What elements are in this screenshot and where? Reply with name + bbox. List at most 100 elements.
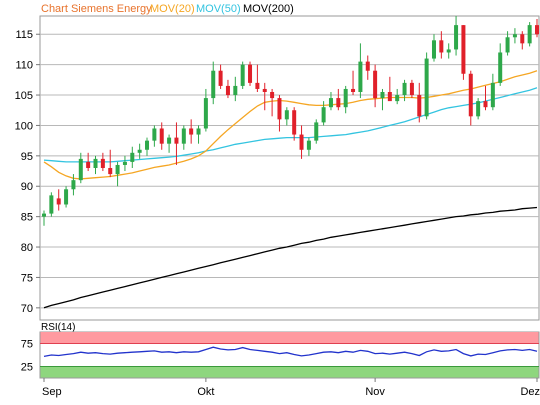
rsi-overbought-band: [40, 332, 539, 344]
rsi-tick-label-75: 75: [21, 339, 33, 351]
rsi-tick-label-25: 25: [21, 362, 33, 374]
candle-31: [270, 88, 275, 117]
legend-mov200: MOV(200): [243, 3, 294, 15]
candle-21: [196, 125, 201, 144]
candle-body: [351, 88, 356, 92]
candle-body: [476, 101, 481, 117]
candle-1: [49, 192, 54, 217]
rsi-line: [43, 346, 538, 358]
candle-body: [108, 168, 113, 175]
candle-body: [189, 128, 194, 135]
candle-body: [233, 85, 238, 96]
candle-16: [159, 122, 164, 150]
x-tick-label-sep: Sep: [42, 386, 62, 398]
candle-body: [255, 82, 260, 89]
candle-body: [152, 128, 157, 141]
rsi-panel: RSI(14) 25 75: [21, 322, 540, 379]
candle-body: [439, 40, 444, 53]
rsi-line-layer: [43, 346, 538, 358]
candle-body: [284, 110, 289, 120]
x-tick-label-okt: Okt: [197, 386, 214, 398]
candle-49: [402, 79, 407, 102]
candle-body: [424, 58, 429, 117]
candle-body: [461, 25, 466, 74]
candle-41: [343, 85, 348, 114]
candle-53: [431, 34, 436, 62]
candle-body: [373, 70, 378, 99]
candle-6: [86, 152, 91, 172]
candle-18: [174, 122, 179, 165]
candle-27: [240, 61, 245, 89]
mov20-line-layer: [43, 70, 538, 180]
candle-body: [56, 198, 61, 205]
candle-45: [373, 64, 378, 108]
candle-body: [115, 164, 120, 175]
candle-19: [181, 125, 186, 150]
candle-body: [417, 95, 422, 117]
legend-mov50: MOV(50): [196, 3, 241, 15]
candle-body: [292, 110, 297, 135]
x-tick-label-nov: Nov: [365, 386, 385, 398]
candle-39: [328, 92, 333, 111]
y-tick-label-95: 95: [21, 151, 33, 163]
candle-32: [277, 95, 282, 132]
candle-63: [505, 31, 510, 56]
candle-body: [520, 34, 525, 44]
candle-65: [520, 31, 525, 50]
candle-61: [490, 73, 495, 111]
candle-body: [365, 61, 370, 71]
candle-58: [468, 70, 473, 126]
mov200-line: [43, 206, 538, 309]
rsi-y-ticks: 25 75: [21, 339, 33, 374]
candle-26: [233, 76, 238, 102]
mov20-line: [43, 70, 538, 180]
candle-7: [93, 155, 98, 175]
candle-body: [314, 122, 319, 141]
candle-50: [409, 79, 414, 99]
candle-4: [71, 174, 76, 196]
candle-34: [292, 107, 297, 141]
candle-64: [512, 28, 517, 44]
candle-25: [225, 79, 230, 99]
candle-36: [306, 137, 311, 156]
y-tick-label-105: 105: [15, 90, 33, 102]
candle-body: [402, 82, 407, 96]
candle-body: [71, 180, 76, 190]
candle-body: [431, 40, 436, 59]
x-axis: Sep Okt Nov Dez: [40, 377, 540, 398]
x-tick-label-dez: Dez: [520, 386, 540, 398]
candle-9: [108, 149, 113, 178]
candle-body: [262, 88, 267, 92]
candle-body: [130, 152, 135, 162]
price-panel-frame: [39, 15, 540, 321]
candle-body: [270, 92, 275, 99]
candle-40: [336, 88, 341, 111]
candle-55: [446, 43, 451, 59]
candle-body: [387, 92, 392, 102]
candle-body: [174, 137, 179, 144]
candle-body: [218, 70, 223, 86]
chart-title: Chart Siemens Energy: [41, 3, 152, 15]
candle-body: [328, 98, 333, 108]
candle-29: [255, 64, 260, 92]
rsi-oversold-band: [40, 366, 539, 378]
candle-12: [130, 146, 135, 168]
candle-30: [262, 82, 267, 111]
candle-2: [56, 189, 61, 211]
candle-body: [159, 128, 164, 144]
candle-body: [49, 195, 54, 214]
candle-body: [483, 101, 488, 108]
y-tick-label-80: 80: [21, 242, 33, 254]
candle-28: [248, 61, 253, 86]
candle-51: [417, 82, 422, 123]
candle-3: [64, 186, 69, 208]
candle-14: [145, 137, 150, 156]
candle-15: [152, 125, 157, 147]
candle-body: [358, 61, 363, 92]
rsi-bands: [40, 332, 539, 378]
price-panel: 70 75 80 85 90 95 100 105 110 115: [15, 15, 540, 321]
y-tick-label-85: 85: [21, 212, 33, 224]
candle-body: [203, 98, 208, 129]
candle-20: [189, 119, 194, 144]
